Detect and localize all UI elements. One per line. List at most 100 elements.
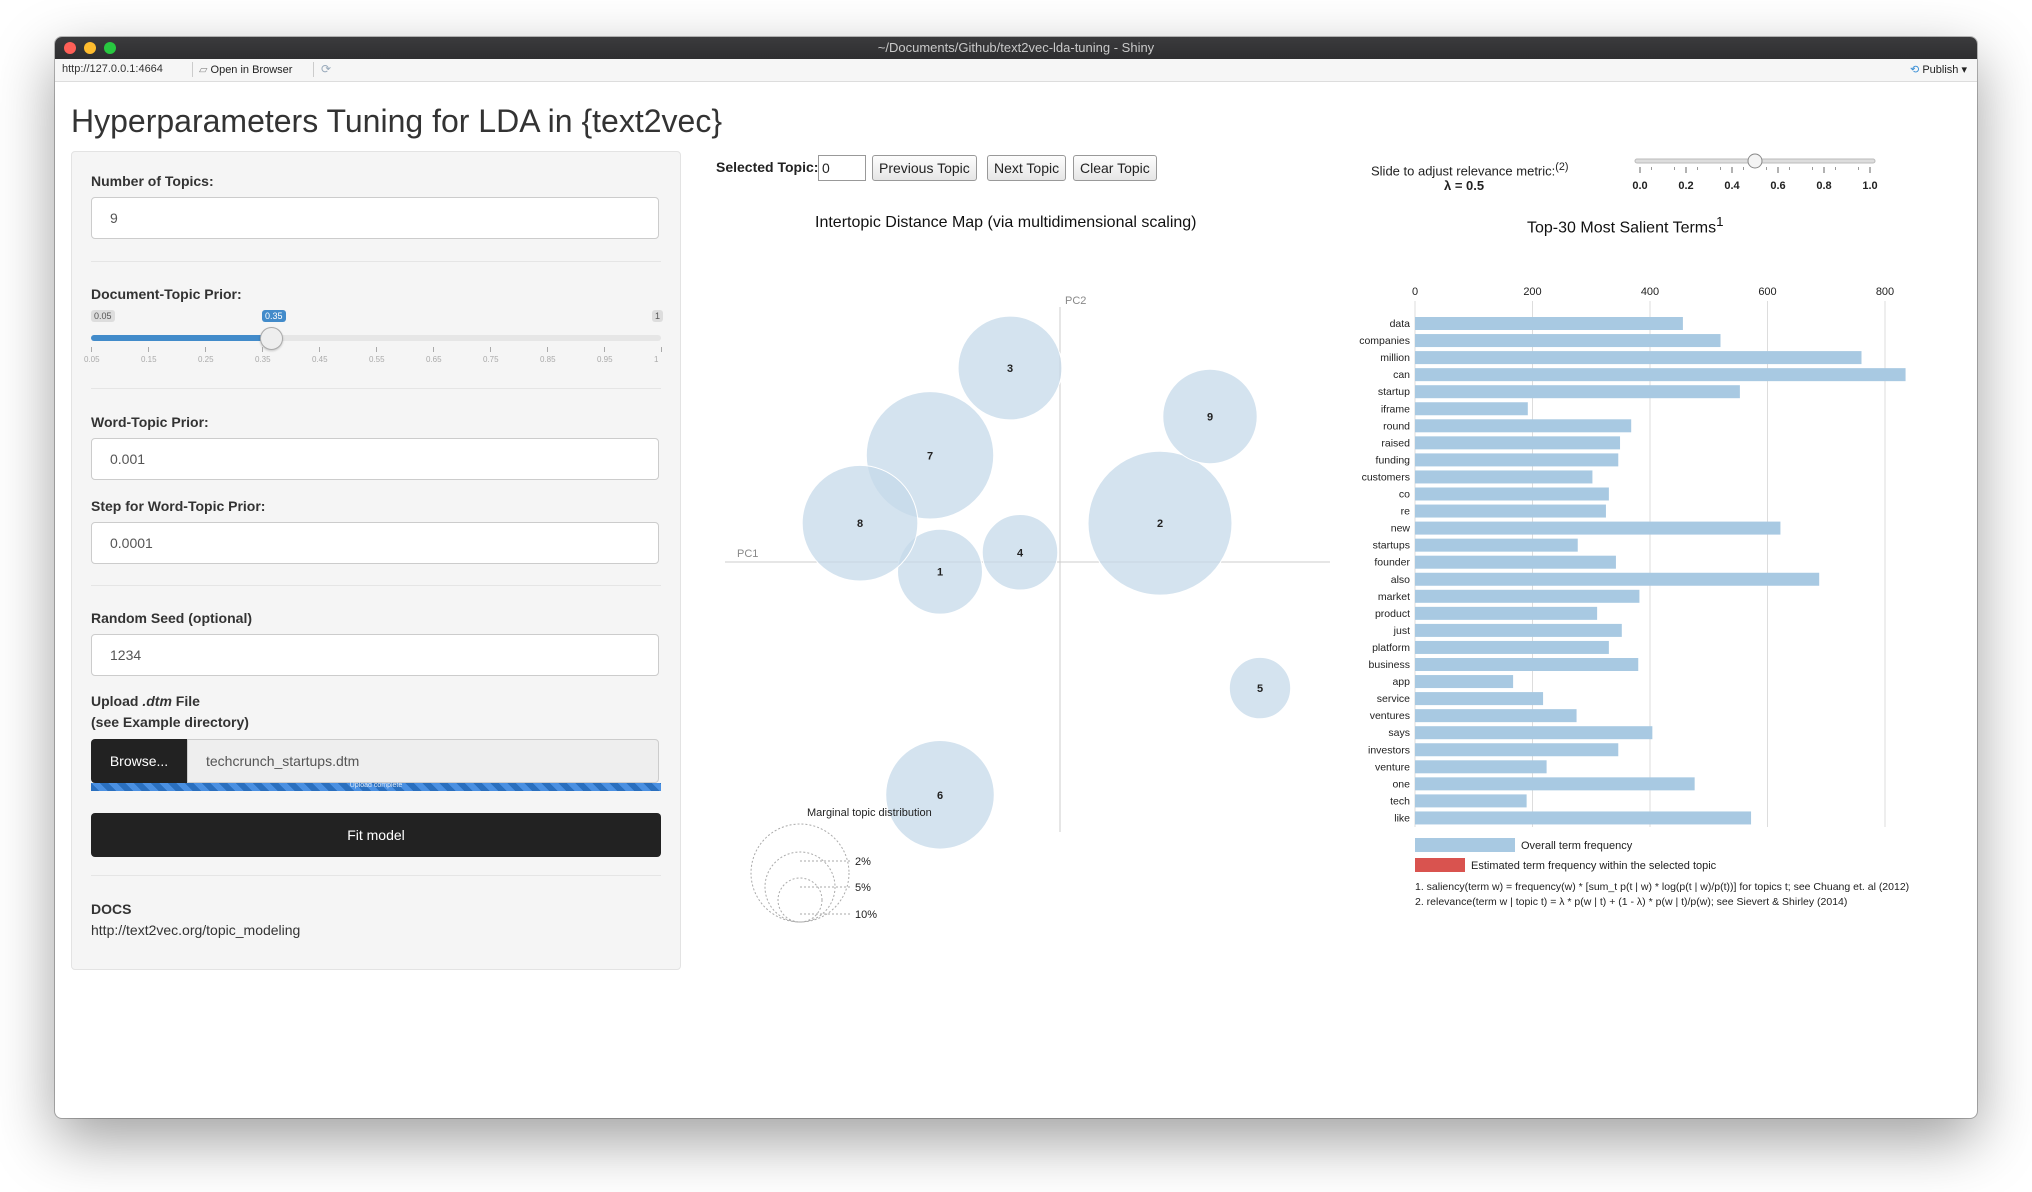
close-window-button[interactable] bbox=[64, 42, 76, 54]
term-bar[interactable] bbox=[1415, 402, 1528, 416]
legend-circle bbox=[750, 823, 850, 923]
next-topic-button[interactable]: Next Topic bbox=[987, 155, 1067, 181]
publish-icon: ⟲ bbox=[1910, 64, 1923, 76]
step-input[interactable]: 0.0001 bbox=[91, 522, 659, 564]
intertopic-distance-map[interactable]: PC2 PC1 1 2 3 4 5 6 7 8 9 Marginal topic distributi… bbox=[715, 237, 1335, 937]
term-bar[interactable] bbox=[1415, 777, 1695, 791]
term-label: iframe bbox=[1381, 403, 1410, 415]
term-bar[interactable] bbox=[1415, 538, 1578, 552]
topic-circle[interactable] bbox=[1087, 450, 1233, 596]
term-bar[interactable] bbox=[1415, 589, 1640, 603]
lambda-tick-label: 0.2 bbox=[1678, 180, 1693, 192]
zoom-window-button[interactable] bbox=[104, 42, 116, 54]
term-bar[interactable] bbox=[1415, 640, 1609, 654]
app-window: ~/Documents/Github/text2vec-lda-tuning -… bbox=[55, 37, 1977, 1118]
url-label[interactable]: http://127.0.0.1:4664 bbox=[62, 63, 163, 75]
term-bar[interactable] bbox=[1415, 811, 1752, 825]
term-bar[interactable] bbox=[1415, 743, 1619, 757]
term-bar[interactable] bbox=[1415, 623, 1622, 637]
term-bar[interactable] bbox=[1415, 453, 1619, 467]
term-label: app bbox=[1392, 676, 1410, 688]
term-bar[interactable] bbox=[1415, 709, 1577, 723]
topic-circle[interactable] bbox=[957, 315, 1063, 421]
intertopic-map-title: Intertopic Distance Map (via multidimens… bbox=[815, 214, 1197, 231]
x-tick-label: 200 bbox=[1523, 286, 1541, 298]
topic-circle[interactable] bbox=[981, 514, 1059, 591]
slider-tick-label: 0.55 bbox=[369, 355, 385, 364]
term-bar[interactable] bbox=[1415, 419, 1632, 433]
term-bar[interactable] bbox=[1415, 675, 1514, 689]
term-bar[interactable] bbox=[1415, 334, 1721, 348]
term-bar[interactable] bbox=[1415, 351, 1862, 365]
term-bar[interactable] bbox=[1415, 760, 1547, 774]
term-bar[interactable] bbox=[1415, 436, 1621, 450]
fit-model-button[interactable]: Fit model bbox=[91, 813, 661, 857]
divider bbox=[91, 585, 661, 586]
term-bar[interactable] bbox=[1415, 368, 1906, 382]
term-label: just bbox=[1393, 625, 1410, 637]
term-bar[interactable] bbox=[1415, 317, 1683, 330]
term-bar[interactable] bbox=[1415, 521, 1781, 535]
footnote-relevance: 2. relevance(term w | topic t) = λ * p(w… bbox=[1415, 896, 1847, 908]
clear-topic-button[interactable]: Clear Topic bbox=[1073, 155, 1157, 181]
term-bar[interactable] bbox=[1415, 726, 1653, 740]
salient-terms-chart[interactable]: 0 200 400 600 800 data companies million can star… bbox=[1295, 237, 1975, 917]
topic-label: 7 bbox=[927, 450, 933, 462]
topic-circle[interactable] bbox=[1162, 368, 1258, 465]
term-bar[interactable] bbox=[1415, 606, 1598, 620]
term-bar[interactable] bbox=[1415, 658, 1639, 671]
step-label: Step for Word-Topic Prior: bbox=[91, 498, 266, 514]
pc2-axis-label: PC2 bbox=[1065, 295, 1086, 307]
term-bar[interactable] bbox=[1415, 504, 1606, 518]
term-label: co bbox=[1399, 489, 1410, 501]
slider-tick bbox=[319, 347, 320, 352]
lambda-slider[interactable]: 0.0 0.2 0.4 0.6 0.8 1.0 bbox=[1625, 149, 1885, 199]
term-label: customers bbox=[1362, 471, 1410, 483]
topic-circle[interactable] bbox=[885, 740, 995, 850]
slider-tick-label: 0.15 bbox=[141, 355, 157, 364]
term-bar[interactable] bbox=[1415, 487, 1609, 501]
term-bar[interactable] bbox=[1415, 555, 1616, 569]
lambda-value: λ = 0.5 bbox=[1444, 178, 1485, 193]
selected-topic-input[interactable]: 0 bbox=[818, 155, 866, 181]
term-label: companies bbox=[1359, 335, 1410, 347]
lambda-slider-handle[interactable] bbox=[1747, 153, 1763, 169]
salient-terms-title: Top-30 Most Salient Terms1 bbox=[1527, 214, 1724, 237]
slider-tick bbox=[262, 347, 263, 352]
num-topics-input[interactable]: 9 bbox=[91, 197, 659, 239]
term-bar[interactable] bbox=[1415, 385, 1740, 399]
term-bar[interactable] bbox=[1415, 470, 1593, 484]
term-bar[interactable] bbox=[1415, 572, 1820, 586]
slider-tick-label: 0.95 bbox=[597, 355, 613, 364]
slider-tick-label: 0.85 bbox=[540, 355, 556, 364]
word-topic-prior-input[interactable]: 0.001 bbox=[91, 438, 659, 480]
doc-topic-prior-slider-handle[interactable] bbox=[260, 327, 284, 350]
slider-tick bbox=[376, 347, 377, 352]
open-in-browser-button[interactable]: ▱ Open in Browser bbox=[199, 63, 292, 76]
topic-circle[interactable] bbox=[897, 528, 983, 615]
term-label: re bbox=[1401, 506, 1410, 518]
x-tick-label: 600 bbox=[1758, 286, 1776, 298]
term-label: service bbox=[1377, 693, 1410, 705]
term-bar[interactable] bbox=[1415, 692, 1544, 706]
topic-circle[interactable] bbox=[801, 464, 919, 582]
term-bar[interactable] bbox=[1415, 794, 1527, 808]
refresh-icon[interactable]: ⟳ bbox=[321, 62, 332, 76]
term-label: founder bbox=[1374, 557, 1410, 569]
chevron-down-icon: ▾ bbox=[1961, 64, 1967, 76]
term-label: business bbox=[1369, 659, 1410, 671]
seed-input[interactable]: 1234 bbox=[91, 634, 659, 676]
slider-tick-label: 1 bbox=[654, 355, 659, 364]
publish-button[interactable]: ⟲ Publish ▾ bbox=[1910, 63, 1967, 76]
doc-topic-prior-slider-track[interactable] bbox=[91, 335, 661, 341]
legend-swatch-overall bbox=[1415, 838, 1515, 852]
x-tick-label: 0 bbox=[1412, 286, 1418, 298]
docs-link[interactable]: http://text2vec.org/topic_modeling bbox=[91, 922, 301, 938]
topic-circle[interactable] bbox=[1228, 656, 1292, 720]
browser-icon: ▱ bbox=[199, 64, 211, 76]
previous-topic-button[interactable]: Previous Topic bbox=[872, 155, 977, 181]
lambda-tick-label: 1.0 bbox=[1862, 180, 1877, 192]
browse-button[interactable]: Browse... bbox=[91, 739, 187, 783]
minimize-window-button[interactable] bbox=[84, 42, 96, 54]
legend-size-label: 10% bbox=[855, 909, 877, 921]
